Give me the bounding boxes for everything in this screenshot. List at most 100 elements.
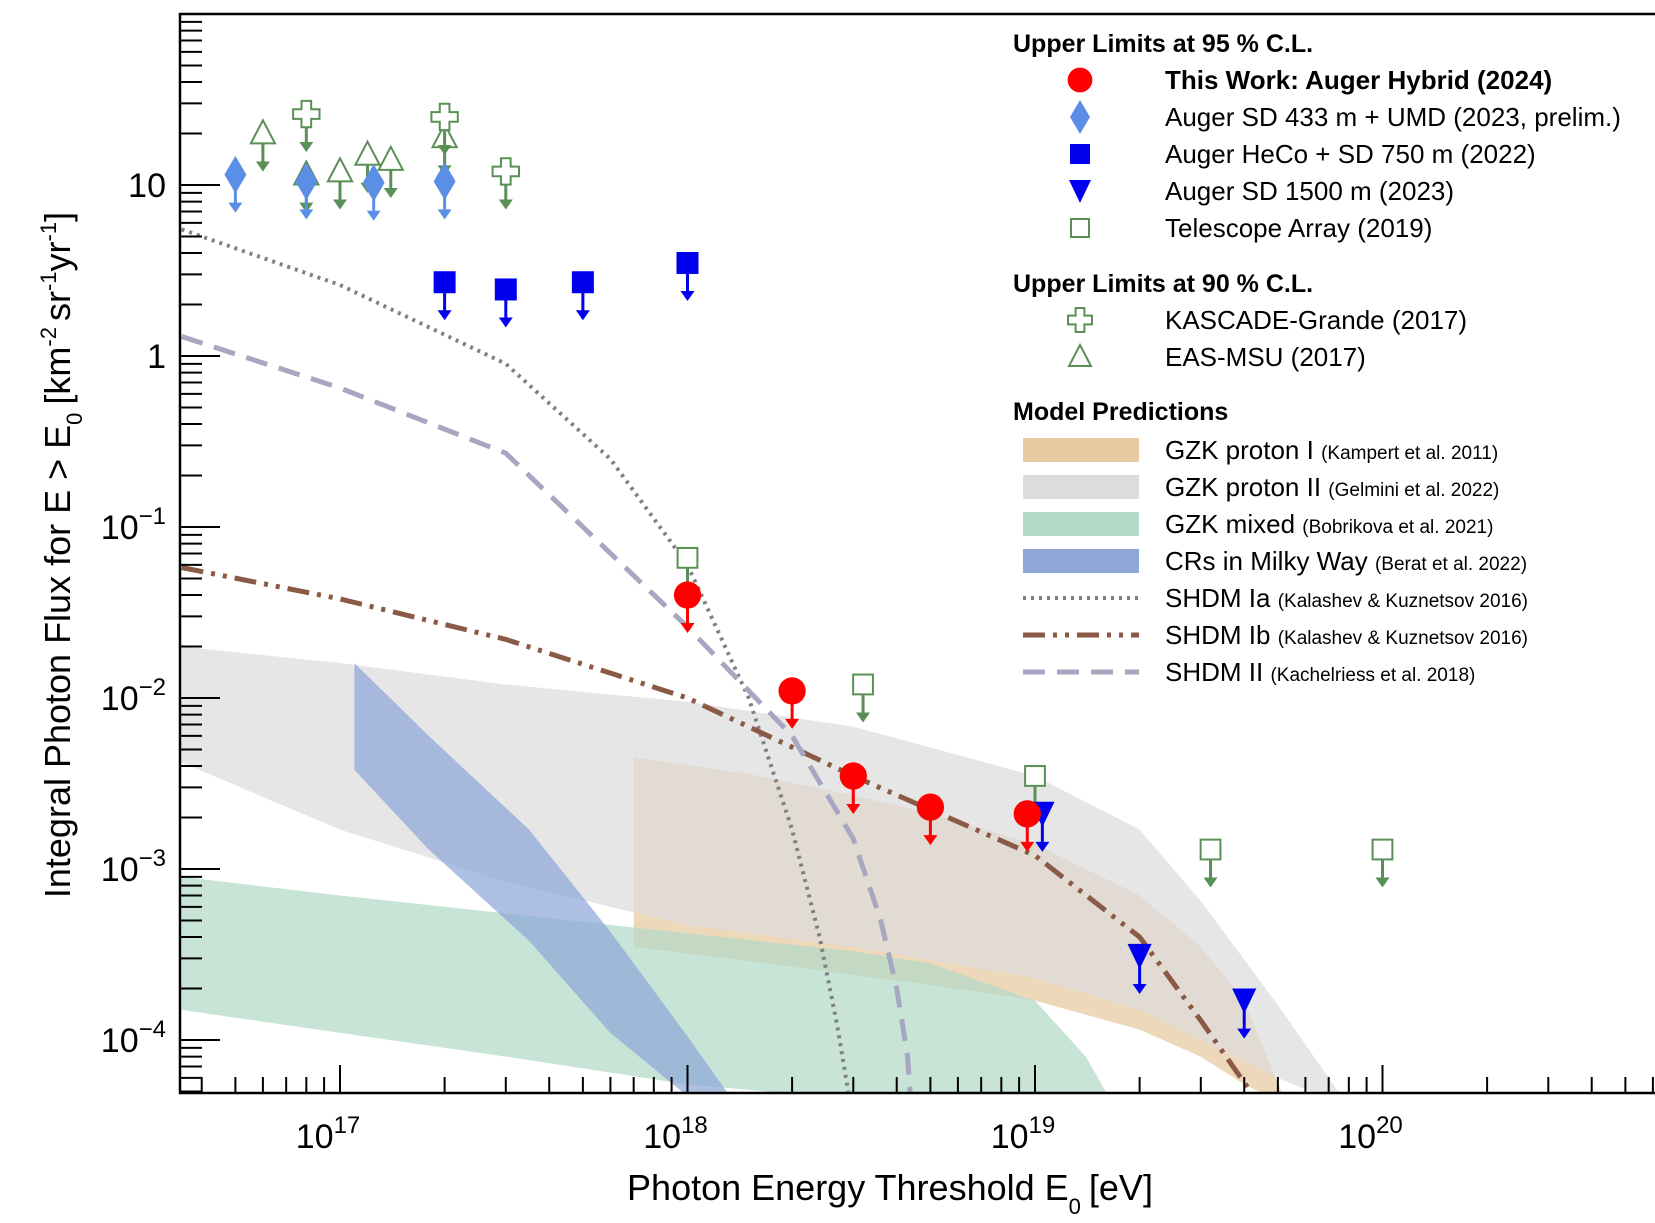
legend-label: Auger HeCo + SD 750 m (2022) xyxy=(1165,139,1536,169)
point-kascade-grande-2017 xyxy=(292,99,321,129)
band-crs-in-milky-way xyxy=(354,663,728,1093)
limit-arrow-head xyxy=(785,718,800,729)
legend-group-95: Upper Limits at 95 % C.L. xyxy=(1013,30,1313,58)
x-axis-ticks: 1017 1018 1019 1020 xyxy=(200,1065,1654,1156)
series-auger-heco-sd-750-m-2022 xyxy=(433,251,699,328)
legend-label: GZK mixed (Bobrikova et al. 2021) xyxy=(1165,509,1493,539)
point-kascade-grande-2017 xyxy=(430,102,459,132)
point-eas-msu-2017 xyxy=(353,139,382,166)
legend-marker xyxy=(1070,144,1090,164)
x-tick-label: 1020 xyxy=(1338,1112,1403,1156)
model-bands xyxy=(181,646,1339,1093)
point-eas-msu-2017 xyxy=(249,118,277,145)
point-auger-heco-sd-750-m-2022 xyxy=(571,271,594,294)
limit-arrow-head xyxy=(437,144,452,155)
limit-arrow-head xyxy=(1203,877,1218,888)
point-telescope-array-2019 xyxy=(1371,838,1394,861)
legend-group-90: Upper Limits at 90 % C.L. xyxy=(1013,270,1313,298)
point-auger-heco-sd-750-m-2022 xyxy=(494,278,517,301)
legend-swatch xyxy=(1023,475,1139,499)
limit-arrow-head xyxy=(299,209,314,220)
limit-arrow-head xyxy=(1020,841,1035,852)
point-telescope-array-2019 xyxy=(1024,765,1046,787)
limit-arrow-head xyxy=(1375,877,1390,888)
data-points xyxy=(224,99,1394,1039)
legend-swatch xyxy=(1023,438,1139,462)
limit-arrow-head xyxy=(299,142,314,153)
y-tick-label: 10−2 xyxy=(101,674,166,718)
legend-label: SHDM Ib (Kalashev & Kuznetsov 2016) xyxy=(1165,620,1528,650)
limit-arrow-head xyxy=(498,317,513,328)
legend-marker xyxy=(1070,100,1090,134)
limit-arrow-head xyxy=(383,188,398,199)
legend-label: KASCADE-Grande (2017) xyxy=(1165,305,1467,335)
point-auger-sd-1500-m-2023 xyxy=(1127,943,1152,970)
point-auger-sd-433-m-umd-2023-prelim xyxy=(362,164,385,202)
limit-arrow-head xyxy=(680,290,695,301)
legend-label: SHDM II (Kachelriess et al. 2018) xyxy=(1165,657,1475,687)
legend: Upper Limits at 95 % C.L. Upper Limits a… xyxy=(1013,30,1621,687)
legend-swatch xyxy=(1023,512,1139,536)
series-this-work-auger-hybrid-2024 xyxy=(673,581,1041,852)
series-auger-sd-433-m-umd-2023-prelim xyxy=(224,155,456,221)
legend-marker xyxy=(1067,67,1093,93)
point-telescope-array-2019 xyxy=(676,546,699,569)
limit-arrow-head xyxy=(437,310,452,321)
legend-label: Telescope Array (2019) xyxy=(1165,213,1432,243)
series-kascade-grande-2017 xyxy=(292,99,520,210)
y-tick-label: 10−1 xyxy=(101,503,166,547)
limit-arrow-head xyxy=(498,199,513,210)
point-eas-msu-2017 xyxy=(377,144,405,171)
legend-label: Auger SD 1500 m (2023) xyxy=(1165,176,1454,206)
legend-label: GZK proton I (Kampert et al. 2011) xyxy=(1165,435,1498,465)
legend-label: GZK proton II (Gelmini et al. 2022) xyxy=(1165,472,1499,502)
point-eas-msu-2017 xyxy=(326,156,354,183)
curve-shdm-ii xyxy=(180,334,913,1093)
limit-arrow-head xyxy=(437,209,452,220)
band-gzk-proton-ii xyxy=(181,646,1339,1093)
legend-label: Auger SD 433 m + UMD (2023, prelim.) xyxy=(1165,102,1621,132)
point-this-work-auger-hybrid-2024 xyxy=(1013,800,1041,828)
limit-arrow-head xyxy=(680,623,695,634)
limit-arrow-head xyxy=(1035,841,1050,852)
point-this-work-auger-hybrid-2024 xyxy=(916,793,945,821)
y-tick-label: 10−3 xyxy=(101,845,166,889)
point-telescope-array-2019 xyxy=(1199,838,1222,861)
point-auger-heco-sd-750-m-2022 xyxy=(433,271,456,294)
limit-arrow-head xyxy=(923,835,938,846)
y-tick-label: 1 xyxy=(147,338,166,376)
limit-arrow-head xyxy=(1132,983,1147,994)
legend-group-models: Model Predictions xyxy=(1013,398,1228,426)
limit-arrow-head xyxy=(575,310,590,321)
limit-arrow-head xyxy=(228,202,243,213)
limit-arrow-head xyxy=(856,712,871,723)
point-this-work-auger-hybrid-2024 xyxy=(778,677,806,705)
legend-marker xyxy=(1067,342,1093,367)
legend-label: EAS-MSU (2017) xyxy=(1165,342,1366,372)
y-tick-label: 10−4 xyxy=(101,1016,166,1060)
legend-marker xyxy=(1069,180,1091,203)
point-auger-heco-sd-750-m-2022 xyxy=(676,251,699,274)
x-tick-label: 1019 xyxy=(991,1112,1056,1156)
legend-label: This Work: Auger Hybrid (2024) xyxy=(1165,65,1552,95)
limit-arrow-head xyxy=(255,161,270,172)
point-this-work-auger-hybrid-2024 xyxy=(839,762,867,790)
limit-arrow-head xyxy=(1237,1028,1252,1039)
legend-marker xyxy=(1070,218,1090,238)
legend-marker xyxy=(1067,307,1093,333)
point-auger-sd-433-m-umd-2023-prelim xyxy=(224,155,247,194)
limit-arrow-head xyxy=(846,803,861,814)
point-auger-sd-433-m-umd-2023-prelim xyxy=(295,162,318,201)
point-auger-sd-433-m-umd-2023-prelim xyxy=(433,162,456,201)
point-auger-sd-1500-m-2023 xyxy=(1232,988,1257,1014)
y-axis-title: Integral Photon Flux for E > E0[km-2sr-1… xyxy=(36,212,87,898)
x-tick-label: 1017 xyxy=(296,1112,361,1156)
legend-label: SHDM Ia (Kalashev & Kuznetsov 2016) xyxy=(1165,583,1528,613)
legend-label: CRs in Milky Way (Berat et al. 2022) xyxy=(1165,546,1527,576)
point-this-work-auger-hybrid-2024 xyxy=(673,581,702,609)
x-axis-title: Photon Energy Threshold E0 [eV] xyxy=(627,1167,1153,1219)
legend-swatch xyxy=(1023,549,1139,573)
limit-arrow-head xyxy=(366,210,381,221)
curve-shdm-ia xyxy=(180,227,851,1092)
